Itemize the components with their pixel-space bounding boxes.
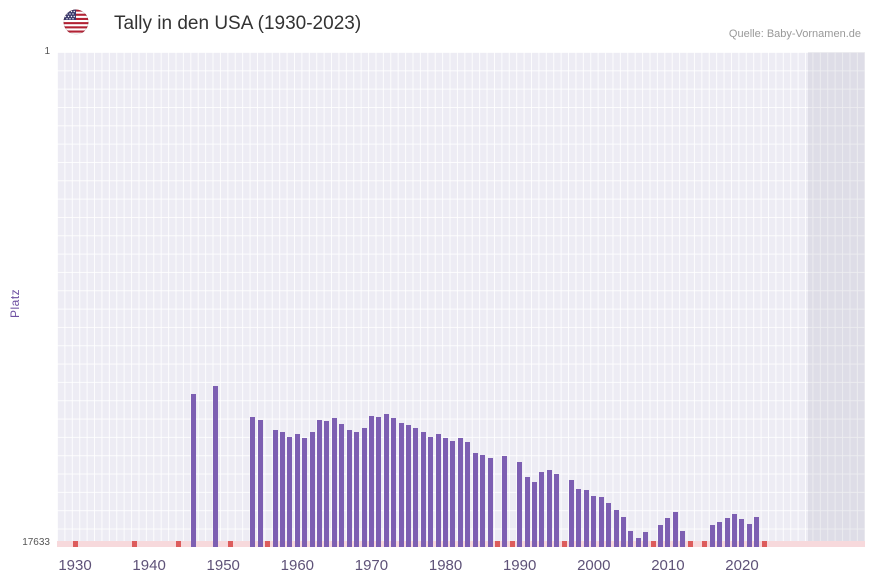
bar-1954[interactable] [250,416,256,547]
bar-2009[interactable] [657,525,663,547]
missing-year-tick-1938 [131,541,137,547]
bar-1967[interactable] [346,429,352,547]
y-axis-top-label: 1 [44,46,50,57]
bar-1983[interactable] [465,442,471,547]
bar-1990[interactable] [517,461,523,547]
missing-year-tick-1989 [509,541,515,547]
y-axis-title: Platz [8,288,22,318]
bar-2019[interactable] [732,513,738,547]
missing-year-tick-1944 [176,541,182,547]
bar-1972[interactable] [383,414,389,547]
bar-1994[interactable] [546,470,552,547]
bar-2007[interactable] [643,532,649,547]
bar-1979[interactable] [435,433,441,547]
bar-2000[interactable] [591,495,597,547]
missing-year-tick-2015 [702,541,708,547]
bar-1982[interactable] [457,437,463,547]
bar-1971[interactable] [376,416,382,547]
x-tick-label-2000: 2000 [577,557,611,574]
bar-1946[interactable] [191,394,197,547]
x-tick-label-1950: 1950 [206,557,240,574]
bar-1978[interactable] [428,436,434,547]
bar-1957[interactable] [272,429,278,547]
bar-1992[interactable] [531,481,537,547]
us-flag-icon [62,8,90,36]
x-tick-label-1980: 1980 [428,557,463,574]
bar-2018[interactable] [724,517,730,547]
bar-1961[interactable] [302,437,308,547]
missing-year-tick-2008 [650,541,656,547]
bar-1973[interactable] [391,418,397,547]
bar-1965[interactable] [331,418,337,547]
bar-2003[interactable] [613,509,619,547]
bar-1995[interactable] [554,474,560,547]
x-tick-label-2020: 2020 [725,557,759,574]
bar-2021[interactable] [746,523,752,547]
bar-2012[interactable] [680,530,686,547]
plot-area[interactable] [57,52,865,547]
bar-2022[interactable] [754,516,760,547]
bar-2010[interactable] [665,517,671,547]
missing-year-tick-2013 [687,541,693,547]
x-tick-label-1970: 1970 [354,557,389,574]
bar-1958[interactable] [280,432,285,547]
bar-1997[interactable] [569,480,575,547]
bar-1964[interactable] [324,421,330,547]
bar-1966[interactable] [339,423,345,547]
bar-1977[interactable] [420,432,426,547]
missing-year-tick-1996 [561,541,567,547]
bar-1980[interactable] [443,437,449,547]
bar-2020[interactable] [739,519,745,547]
bar-1975[interactable] [405,425,411,547]
bar-1976[interactable] [413,428,419,547]
bar-2017[interactable] [717,522,723,547]
bar-1986[interactable] [487,457,493,547]
bar-1998[interactable] [576,488,582,547]
bar-1959[interactable] [287,436,293,547]
page-title: Tally in den USA (1930-2023) [114,13,362,34]
source-link[interactable]: Quelle: Baby-Vornamen.de [728,28,861,40]
missing-year-tick-2023 [761,541,767,547]
bar-2004[interactable] [620,516,626,547]
bar-1962[interactable] [309,432,315,547]
bar-1999[interactable] [583,489,589,547]
bar-1984[interactable] [472,453,478,547]
bar-2005[interactable] [628,530,634,547]
x-tick-label-1930: 1930 [58,557,92,574]
missing-year-tick-1930 [72,541,78,547]
bar-1974[interactable] [398,422,404,547]
missing-year-tick-1951 [228,541,234,547]
bar-2006[interactable] [635,537,641,547]
x-tick-label-1940: 1940 [132,557,166,574]
bar-1988[interactable] [502,456,508,547]
bar-1969[interactable] [361,428,367,547]
y-axis-bottom-label: 17633 [22,537,50,548]
x-tick-label-2010: 2010 [651,557,685,574]
bar-1970[interactable] [368,415,374,547]
bar-1991[interactable] [524,477,530,547]
x-tick-label-1960: 1960 [280,557,315,574]
bar-2001[interactable] [598,496,604,547]
bar-1960[interactable] [294,433,300,547]
bar-1968[interactable] [354,432,360,547]
bar-2016[interactable] [709,525,715,547]
bar-1949[interactable] [213,386,219,547]
bar-2011[interactable] [672,512,678,547]
x-tick-label-1990: 1990 [502,557,537,574]
missing-year-tick-1987 [494,541,500,547]
bar-1955[interactable] [257,419,263,547]
bar-1981[interactable] [450,440,456,547]
missing-year-tick-1956 [265,541,271,547]
right-shade-region [808,52,865,547]
bar-2002[interactable] [606,502,612,547]
bar-1985[interactable] [480,454,486,547]
bar-1993[interactable] [539,471,545,547]
bar-1963[interactable] [317,419,323,547]
